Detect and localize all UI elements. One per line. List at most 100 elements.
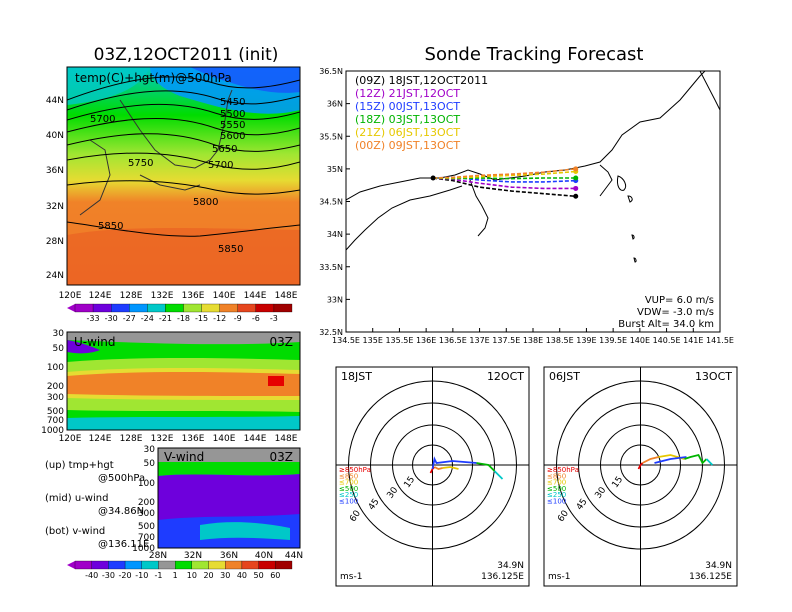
x-tick-label: 135.5E <box>385 336 413 345</box>
pressure-tick-label: 300 <box>138 509 155 519</box>
colorbar-label: -12 <box>213 314 226 323</box>
colorbar-swatch <box>92 303 112 313</box>
hodo-time: 18JST <box>341 370 372 383</box>
hodo-date: 12OCT <box>487 370 524 383</box>
colorbar-swatch <box>147 303 166 313</box>
footer-line: VDW= -3.0 m/s <box>637 307 714 318</box>
pressure-tick-label: 500 <box>138 522 155 532</box>
x-tick-label: 137.5E <box>492 336 520 345</box>
legend-line: @500hPa <box>98 473 145 484</box>
y-tick-label: 36.5N <box>319 67 343 76</box>
y-tick-label: 34.5N <box>319 198 343 207</box>
contour-label: 5450 <box>220 97 245 108</box>
colorbar-swatch <box>258 560 276 570</box>
pressure-legend-item: ≤850 <box>547 472 566 480</box>
contour-label: 5550 <box>220 120 245 131</box>
lon-tick-label: 136E <box>182 434 205 444</box>
colorbar-label: -30 <box>105 314 118 323</box>
hodo-trace <box>493 470 504 480</box>
lon-tick-label: 124E <box>89 434 112 444</box>
track-legend-item: (00Z) 09JST,13OCT <box>355 139 460 152</box>
colorbar-label: -21 <box>159 314 172 323</box>
pressure-legend-item: ≤250 <box>547 491 566 499</box>
hodo-unit: ms-1 <box>548 572 570 582</box>
track-line <box>433 168 576 179</box>
launch-point <box>430 175 436 181</box>
lon-tick-label: 140E <box>213 434 236 444</box>
pressure-legend-item: ≥850hPa <box>547 466 579 474</box>
x-tick-label: 141E <box>683 336 703 345</box>
x-tick-label: 137E <box>469 336 489 345</box>
track-line <box>433 170 576 179</box>
legend-line: (bot) v-wind <box>45 526 105 537</box>
track-line <box>433 176 576 183</box>
lat-tick-label: 32N <box>184 551 202 561</box>
colorbar-swatch <box>225 560 243 570</box>
vwind-panel: V-wind 03Z 30 50 100 200 300 500 700 100… <box>132 445 303 561</box>
colorbar-swatch <box>165 303 184 313</box>
track-endpoint <box>573 185 579 191</box>
lon-tick-label: 124E <box>89 291 112 301</box>
colorbar-arrow <box>67 304 75 312</box>
hodo-trace <box>431 456 477 470</box>
colorbar-swatch <box>74 560 92 570</box>
x-tick-label: 141.5E <box>706 336 734 345</box>
pressure-tick-label: 700 <box>138 533 155 543</box>
hodograph-right: 06JST 13OCT34.9N136.125Ems-115304560≥850h… <box>543 366 738 587</box>
y-tick-label: 36N <box>327 100 343 109</box>
x-tick-label: 138E <box>523 336 543 345</box>
y-tick-label: 35.5N <box>319 132 343 141</box>
pressure-tick-label: 700 <box>47 416 64 426</box>
lon-tick-label: 144E <box>244 434 267 444</box>
y-tick-label: 33N <box>327 295 343 304</box>
footer-line: VUP= 6.0 m/s <box>645 295 714 306</box>
y-tick-label: 35N <box>327 165 343 174</box>
legend-line: (mid) u-wind <box>45 493 108 504</box>
track-endpoint <box>573 193 579 199</box>
x-tick-label: 136.5E <box>439 336 467 345</box>
y-tick-label: 34N <box>327 230 343 239</box>
hodo-trace <box>637 462 644 470</box>
lat-tick-label: 32N <box>46 202 64 212</box>
hodo-location: 136.125E <box>689 572 732 582</box>
colorbar-label: -30 <box>102 571 115 580</box>
pressure-legend-item: ≤700 <box>547 479 566 487</box>
lat-tick-label: 28N <box>46 237 64 247</box>
pressure-tick-label: 300 <box>47 393 64 403</box>
right-title: Sonde Tracking Forecast <box>425 44 644 65</box>
track-line <box>432 177 576 198</box>
contour-label: 5650 <box>212 144 237 155</box>
colorbar-label: 40 <box>237 571 247 580</box>
track-map: 134.5E 135E 135.5E 136E 136.5E 137E 137.5E 138E… <box>319 67 734 345</box>
colorbar-swatch <box>141 560 159 570</box>
track-legend-item: (18Z) 03JST,13OCT <box>355 113 460 126</box>
colorbar-swatch <box>175 560 192 570</box>
contour-label: 5750 <box>128 158 153 169</box>
uwind-label: U-wind <box>74 335 115 349</box>
track-endpoint <box>573 175 579 181</box>
x-tick-label: 135E <box>363 336 383 345</box>
contour-label: 5700 <box>208 160 233 171</box>
colorbar-label: -33 <box>87 314 100 323</box>
pressure-tick-label: 30 <box>53 329 65 339</box>
pressure-tick-label: 200 <box>47 382 64 392</box>
hodo-trace <box>442 466 459 470</box>
colorbar-swatch <box>191 560 209 570</box>
hodo-trace <box>476 462 496 472</box>
y-tick-label: 33.5N <box>319 263 343 272</box>
footer-line: Burst Alt= 34.0 km <box>618 319 714 330</box>
pressure-legend-item: ≤500 <box>339 485 358 493</box>
colorbar-label: 10 <box>187 571 197 580</box>
pressure-tick-label: 1000 <box>41 426 64 436</box>
lat-tick-label: 28N <box>149 551 167 561</box>
temperature-colorbar: -33 -30 -27 -24 -21 -18 -15 -12 -9 -6 -3 <box>67 303 293 323</box>
vwind-label: V-wind <box>164 450 204 464</box>
track-legend-item: (15Z) 00JST,13OCT <box>355 100 460 113</box>
hodo-location: 136.125E <box>481 572 524 582</box>
contour-label: 5700 <box>90 114 115 125</box>
x-tick-label: 139E <box>576 336 596 345</box>
vwind-time: 03Z <box>270 450 294 464</box>
hodograph-left: 18JST 12OCT34.9N136.125Ems-115304560≥850h… <box>335 366 530 587</box>
uwind-panel: U-wind 03Z 30 50 100 200 300 500 700 100… <box>41 329 301 444</box>
lon-tick-label: 128E <box>120 291 143 301</box>
